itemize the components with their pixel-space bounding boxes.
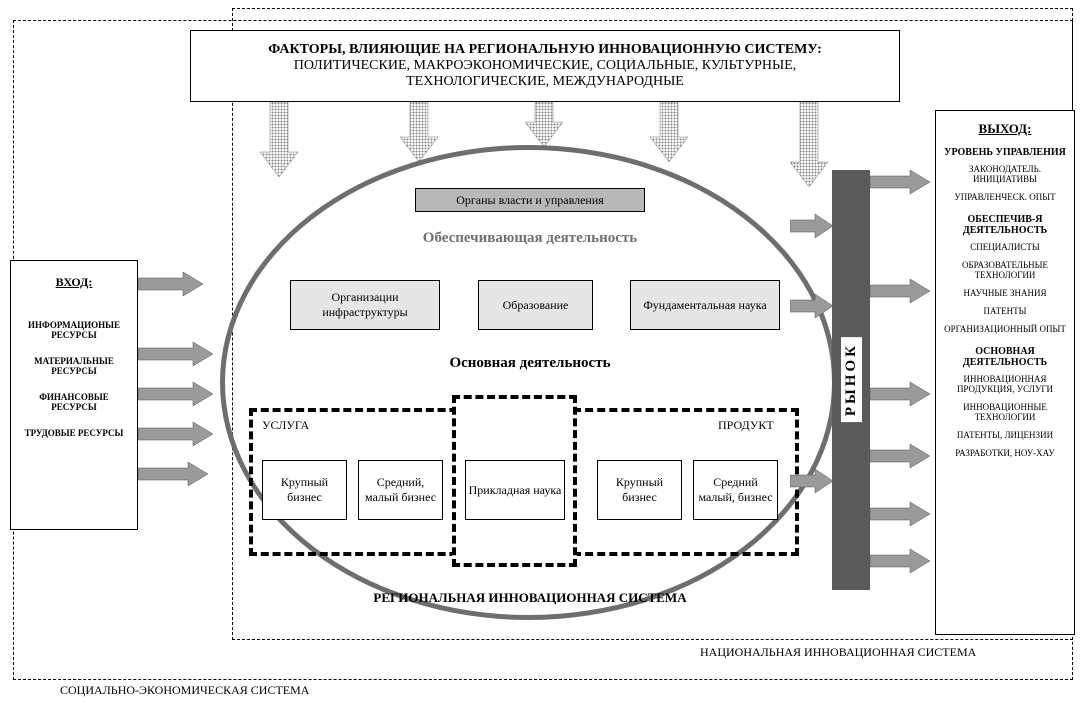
output-g2-3: ПАТЕНТЫ [983,306,1026,316]
main-label: Основная деятельность [380,355,680,372]
output-g2-0: СПЕЦИАЛИСТЫ [970,242,1039,252]
sup-box-2: Фундаментальная наука [630,280,780,330]
gov-box: Органы власти и управления [415,188,645,212]
outer-label: СОЦИАЛЬНО-ЭКОНОМИЧЕСКАЯ СИСТЕМА [60,683,309,698]
service-label: УСЛУГА [262,418,309,433]
biz-box-4: Средний малый, бизнес [693,460,778,520]
output-g1-0: ЗАКОНОДАТЕЛЬ. ИНИЦИАТИВЫ [940,164,1070,184]
output-title: ВЫХОД: [979,121,1032,137]
biz-4: Средний малый, бизнес [694,475,777,505]
output-g3-3: РАЗРАБОТКИ, НОУ-ХАУ [955,448,1055,458]
to-market-arrows [790,170,840,590]
biz-0: Крупный бизнес [263,475,346,505]
input-item-2: ФИНАНСОВЫЕ РЕСУРСЫ [17,392,131,412]
product-label: ПРОДУКТ [718,418,774,433]
input-title: ВХОД: [56,275,93,290]
sup-box-2-label: Фундаментальная наука [643,298,766,313]
region-label: РЕГИОНАЛЬНАЯ ИННОВАЦИОННАЯ СИСТЕМА [330,590,730,606]
input-item-1: МАТЕРИАЛЬНЫЕ РЕСУРСЫ [17,356,131,376]
input-item-3: ТРУДОВЫЕ РЕСУРСЫ [25,428,124,438]
to-output-arrows [870,150,940,610]
sup-box-1-label: Образование [503,298,569,313]
market-label: РЫНОК [841,337,862,422]
output-g2-1: ОБРАЗОВАТЕЛЬНЫЕ ТЕХНОЛОГИИ [940,260,1070,280]
output-box: ВЫХОД: УРОВЕНЬ УПРАВЛЕНИЯ ЗАКОНОДАТЕЛЬ. … [935,110,1075,635]
sup-box-0-label: Организации инфраструктуры [291,290,439,320]
input-box: ВХОД: ИНФОРМАЦИОНЫЕ РЕСУРСЫ МАТЕРИАЛЬНЫЕ… [10,260,138,530]
biz-box-3: Крупный бизнес [597,460,682,520]
factors-title: ФАКТОРЫ, ВЛИЯЮЩИЕ НА РЕГИОНАЛЬНУЮ ИННОВА… [268,42,822,58]
output-g1-title: УРОВЕНЬ УПРАВЛЕНИЯ [944,147,1066,158]
sup-box-1: Образование [478,280,593,330]
output-g3-1: ИННОВАЦИОННЫЕ ТЕХНОЛОГИИ [940,402,1070,422]
biz-3: Крупный бизнес [598,475,681,505]
factors-sub1: ПОЛИТИЧЕСКИЕ, МАКРОЭКОНОМИЧЕСКИЕ, СОЦИАЛ… [294,58,797,74]
factors-box: ФАКТОРЫ, ВЛИЯЮЩИЕ НА РЕГИОНАЛЬНУЮ ИННОВА… [190,30,900,102]
output-g3-0: ИННОВАЦИОННАЯ ПРОДУКЦИЯ, УСЛУГИ [940,374,1070,394]
biz-box-1: Средний, малый бизнес [358,460,443,520]
national-label: НАЦИОНАЛЬНАЯ ИННОВАЦИОННАЯ СИСТЕМА [700,645,976,660]
output-g3-2: ПАТЕНТЫ, ЛИЦЕНЗИИ [957,430,1053,440]
output-g1-1: УПРАВЛЕНЧЕСК. ОПЫТ [954,192,1055,202]
input-item-0: ИНФОРМАЦИОНЫЕ РЕСУРСЫ [17,320,131,340]
output-g2-4: ОРГАНИЗАЦИОННЫЙ ОПЫТ [944,324,1066,334]
biz-box-2: Прикладная наука [465,460,565,520]
biz-box-0: Крупный бизнес [262,460,347,520]
gov-label: Органы власти и управления [456,193,604,208]
factors-sub2: ТЕХНОЛОГИЧЕСКИЕ, МЕЖДУНАРОДНЫЕ [406,74,684,90]
biz-2: Прикладная наука [469,483,562,498]
output-g2-title: ОБЕСПЕЧИВ-Я ДЕЯТЕЛЬНОСТЬ [940,214,1070,236]
sup-box-0: Организации инфраструктуры [290,280,440,330]
output-g2-2: НАУЧНЫЕ ЗНАНИЯ [963,288,1046,298]
output-g3-title: ОСНОВНАЯ ДЕЯТЕЛЬНОСТЬ [940,346,1070,368]
supporting-label: Обеспечивающая деятельность [380,230,680,247]
biz-1: Средний, малый бизнес [359,475,442,505]
